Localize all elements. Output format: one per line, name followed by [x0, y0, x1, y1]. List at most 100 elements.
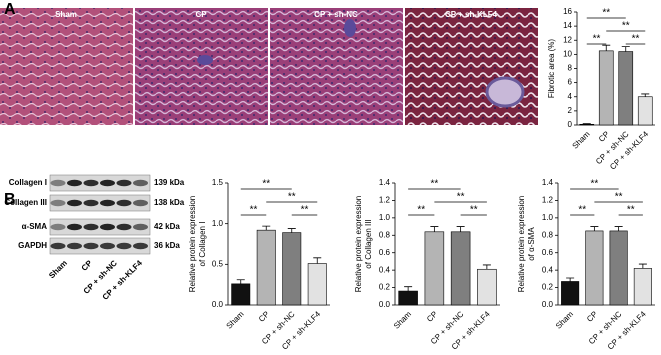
- lane-label: Sham: [47, 259, 69, 281]
- y-tick-label: 14: [563, 21, 572, 30]
- bar: [424, 231, 445, 306]
- y-tick-label: 0.5: [212, 259, 224, 268]
- blot-band: [133, 242, 148, 250]
- blot-band: [100, 199, 115, 207]
- error-bar: [590, 226, 599, 231]
- y-tick-label: 0.2: [542, 283, 554, 292]
- error-bar: [236, 279, 245, 284]
- x-tick-label: CP: [425, 310, 439, 324]
- y-tick-label: 0.0: [542, 300, 554, 309]
- bar: [579, 123, 595, 126]
- y-tick-label: 0.6: [379, 248, 391, 257]
- x-tick-label: CP: [597, 130, 611, 144]
- protein-label: α-SMA: [22, 222, 48, 231]
- bar: [398, 290, 418, 306]
- y-tick-label: 10: [563, 49, 572, 58]
- y-tick-label: 0.4: [542, 265, 554, 274]
- histology-image: [0, 8, 133, 125]
- significance-label: **: [288, 192, 296, 203]
- image-label: CP + sh-NC: [314, 10, 358, 19]
- error-bar: [313, 257, 322, 264]
- y-tick-label: 1.5: [212, 178, 224, 187]
- bar: [282, 232, 302, 306]
- bar: [585, 230, 604, 306]
- blot-band: [67, 179, 82, 187]
- y-axis-label: Relative protein expression: [517, 196, 526, 293]
- error-bar: [430, 226, 439, 232]
- blot-band: [50, 242, 66, 250]
- y-tick-label: 0.6: [542, 248, 554, 257]
- vessel: [344, 19, 356, 37]
- x-tick-label: Sham: [554, 309, 575, 330]
- histology-image: [135, 8, 268, 125]
- histology-image: [405, 8, 538, 125]
- y-tick-label: 2: [568, 106, 573, 115]
- significance-label: **: [593, 34, 601, 45]
- significance-label: **: [622, 21, 630, 32]
- bar: [598, 50, 614, 126]
- blot-band: [50, 223, 66, 231]
- image-label: CP + sh-KLF4: [445, 10, 498, 19]
- x-tick-label: CP: [257, 310, 271, 324]
- size-label: 36 kDa: [154, 241, 180, 250]
- y-tick-label: 1.4: [379, 178, 391, 187]
- significance-label: **: [430, 179, 438, 190]
- error-bar: [602, 44, 611, 51]
- significance-label: **: [262, 179, 270, 190]
- blot-band: [83, 199, 99, 207]
- lane-label: CP: [80, 258, 95, 273]
- y-axis-label: of α-SMA: [527, 227, 536, 261]
- error-bar: [638, 263, 647, 269]
- bar: [618, 51, 634, 126]
- significance-label: **: [457, 192, 465, 203]
- blot-band: [133, 199, 148, 207]
- blot-band: [100, 242, 115, 250]
- error-bar: [582, 123, 591, 125]
- y-tick-label: 1.2: [542, 196, 554, 205]
- y-tick-label: 1.0: [542, 213, 554, 222]
- significance-label: **: [615, 192, 623, 203]
- error-bar: [614, 226, 623, 231]
- protein-label: GAPDH: [18, 241, 47, 250]
- y-tick-label: 0.0: [379, 300, 391, 309]
- blot-band: [116, 179, 132, 187]
- blot-band: [67, 199, 82, 207]
- bar: [633, 268, 652, 306]
- y-tick-label: 4: [568, 92, 573, 101]
- significance-label: **: [250, 205, 258, 216]
- significance-label: **: [470, 205, 478, 216]
- blot-band: [116, 223, 132, 231]
- y-axis-label: Relative protein expression: [188, 196, 197, 293]
- error-bar: [482, 264, 491, 270]
- blot-band: [133, 179, 148, 187]
- image-label: CP: [195, 10, 207, 19]
- blot-band: [67, 223, 82, 231]
- bar: [256, 229, 276, 306]
- y-tick-label: 0: [568, 120, 573, 129]
- bar: [561, 281, 580, 306]
- blot-band: [100, 179, 115, 187]
- blot-band: [116, 242, 132, 250]
- significance-label: **: [578, 205, 586, 216]
- blot-band: [50, 199, 66, 207]
- y-tick-label: 6: [568, 78, 573, 87]
- significance-label: **: [632, 34, 640, 45]
- bar: [637, 96, 653, 126]
- blot-band: [83, 223, 99, 231]
- protein-label: Collagen III: [4, 198, 47, 207]
- x-tick-label: Sham: [571, 129, 592, 150]
- y-tick-label: 1.4: [542, 178, 554, 187]
- vessel: [485, 76, 525, 108]
- error-bar: [566, 277, 575, 282]
- x-tick-label: CP: [585, 310, 599, 324]
- error-bar: [287, 228, 296, 233]
- blot-band: [133, 223, 148, 231]
- y-axis-label: Relative protein expression: [354, 196, 363, 293]
- significance-label: **: [417, 205, 425, 216]
- error-bar: [404, 286, 413, 292]
- bar: [609, 230, 628, 306]
- y-tick-label: 8: [568, 64, 573, 73]
- bar: [307, 263, 327, 306]
- y-tick-label: 0.8: [542, 230, 554, 239]
- size-label: 42 kDa: [154, 222, 180, 231]
